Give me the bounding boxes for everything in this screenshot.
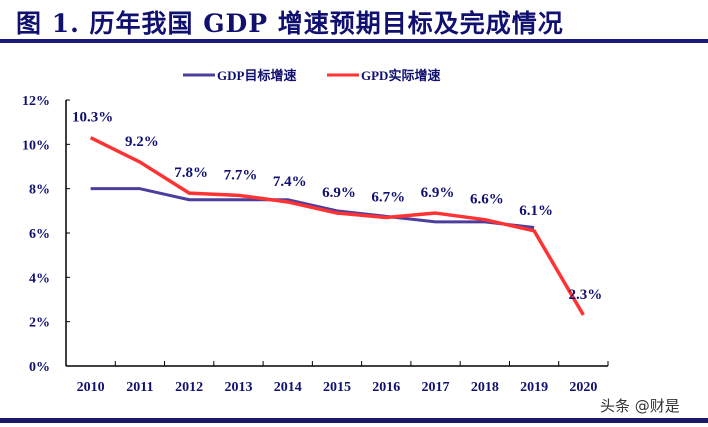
- legend: GDP目标增速 GPD实际增速: [183, 68, 440, 83]
- data-label: 7.4%: [273, 174, 307, 190]
- target-growth-line: [90, 187, 535, 229]
- watermark: 头条 @财是: [600, 397, 680, 415]
- data-label: 6.6%: [470, 192, 504, 208]
- x-tick-label: 2017: [422, 380, 450, 395]
- data-label: 7.7%: [224, 167, 258, 183]
- y-tick-label: 8%: [29, 183, 50, 198]
- data-label: 6.9%: [322, 185, 356, 201]
- y-tick-label: 12%: [22, 94, 50, 109]
- x-tick-label: 2010: [77, 380, 105, 395]
- bottom-divider: [0, 418, 708, 423]
- y-tick-label: 0%: [29, 360, 50, 375]
- x-tick-label: 2019: [520, 380, 548, 395]
- title-divider: [0, 39, 708, 43]
- chart-title: 图 1. 历年我国 GDP 增速预期目标及完成情况: [16, 9, 564, 38]
- x-tick-label: 2015: [323, 380, 351, 395]
- x-tick-label: 2012: [175, 380, 203, 395]
- y-tick-label: 2%: [29, 316, 50, 331]
- x-tick-label: 2016: [372, 380, 400, 395]
- actual-growth-line: [89, 136, 585, 316]
- data-label: 9.2%: [125, 134, 159, 150]
- data-label: 2.3%: [568, 287, 602, 303]
- x-tick-label: 2020: [569, 380, 597, 395]
- x-tick-label: 2018: [471, 380, 499, 395]
- data-label: 6.1%: [519, 203, 553, 219]
- data-label: 6.7%: [371, 189, 405, 205]
- data-label: 10.3%: [72, 110, 113, 126]
- x-tick-label: 2014: [274, 380, 302, 395]
- y-tick-label: 6%: [29, 227, 50, 242]
- legend-label-target: GDP目标增速: [217, 68, 296, 83]
- y-tick-label: 10%: [22, 138, 50, 153]
- y-tick-label: 4%: [29, 271, 50, 286]
- data-label: 6.9%: [421, 185, 455, 201]
- legend-label-actual: GPD实际增速: [361, 68, 440, 83]
- x-tick-label: 2013: [224, 380, 252, 395]
- x-tick-label: 2011: [126, 380, 153, 395]
- data-label: 7.8%: [174, 165, 208, 181]
